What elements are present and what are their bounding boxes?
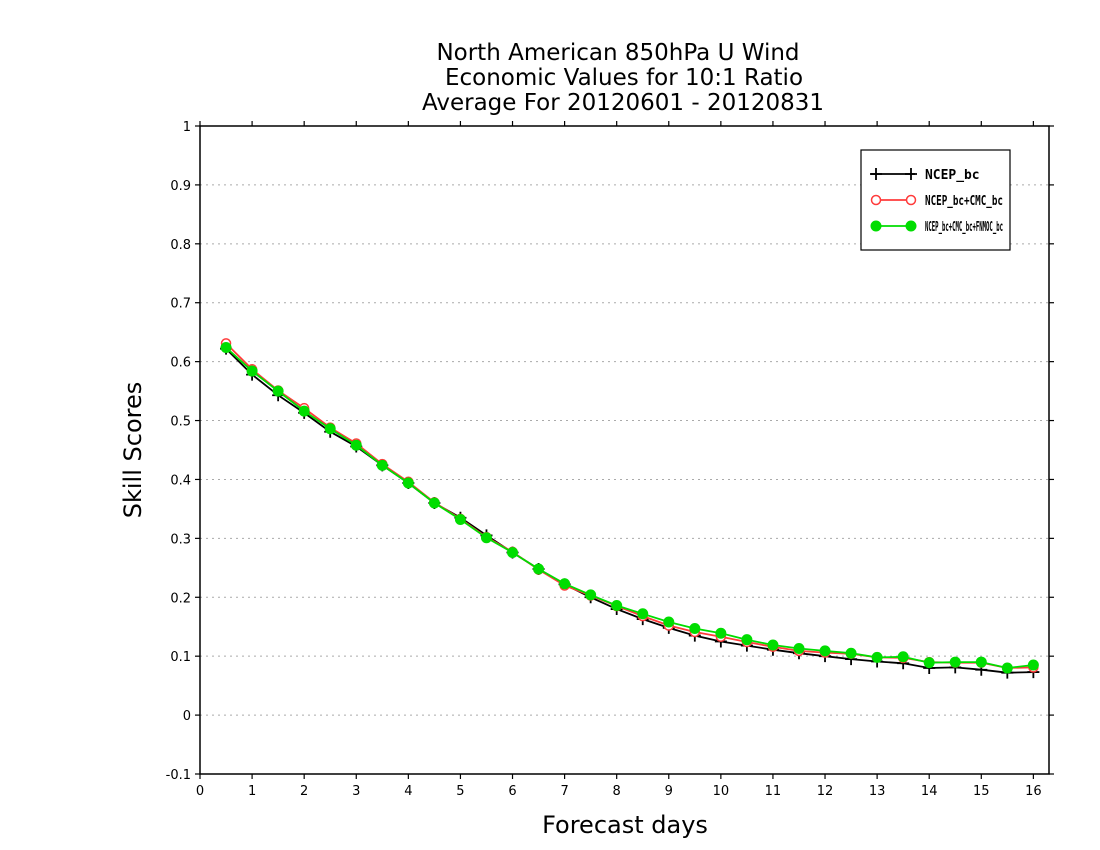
x-tick-label: 13 [869, 784, 886, 799]
data-point [819, 645, 831, 657]
data-point [611, 600, 623, 612]
data-point [767, 639, 779, 651]
y-tick-label: 0.6 [170, 356, 191, 371]
legend-marker [870, 168, 882, 180]
data-point [350, 439, 362, 451]
series-0 [220, 342, 1040, 679]
x-tick-label: 2 [300, 784, 308, 799]
x-tick-label: 16 [1025, 784, 1042, 799]
data-point [871, 651, 883, 663]
legend-item-0: NCEP_bc [870, 168, 980, 183]
data-point [923, 657, 935, 669]
legend-label: NCEP_bc+CMC_bc [925, 194, 1003, 209]
x-tick-label: 10 [713, 784, 730, 799]
chart-title: North American 850hPa U Wind Economic Va… [422, 40, 824, 116]
y-tick-label: 0.5 [170, 415, 191, 430]
data-point [663, 616, 675, 628]
data-point [793, 643, 805, 655]
data-point [715, 627, 727, 639]
y-tick-label: 0.1 [170, 650, 191, 665]
data-point [1027, 659, 1039, 671]
legend-marker [905, 168, 917, 180]
data-point [559, 578, 571, 590]
x-tick-label: 1 [248, 784, 256, 799]
legend-marker [870, 220, 882, 232]
chart-title-line-3: Average For 20120601 - 20120831 [422, 90, 824, 116]
x-tick-label: 12 [817, 784, 834, 799]
y-tick-label: 0.8 [170, 238, 191, 253]
x-tick-label: 3 [352, 784, 360, 799]
series-line [225, 348, 1034, 674]
y-tick-label: 0.7 [170, 297, 191, 312]
data-point [897, 651, 909, 663]
y-tick-label: 0.2 [170, 591, 191, 606]
series-line [225, 342, 1034, 669]
data-point [402, 477, 414, 489]
data-point [454, 514, 466, 526]
x-tick-label: 7 [560, 784, 568, 799]
y-tick-label: 0.9 [170, 179, 191, 194]
data-point [480, 532, 492, 544]
x-tick-label: 11 [765, 784, 782, 799]
chart-title-line-1: North American 850hPa U Wind [436, 40, 799, 66]
data-point [246, 365, 258, 377]
data-point [949, 656, 961, 668]
plot-frame [199, 125, 1050, 775]
legend-marker [870, 194, 882, 206]
data-point [324, 423, 336, 435]
legend-marker [905, 194, 917, 206]
y-tick-label: 0.4 [170, 473, 191, 488]
x-axis-label: Forecast days [542, 811, 708, 839]
x-tick-label: 0 [196, 784, 204, 799]
data-point [689, 622, 701, 634]
series-group [220, 338, 1040, 679]
y-tick-label: 1 [183, 120, 191, 135]
data-point [376, 459, 388, 471]
y-tick-label: -0.1 [166, 768, 191, 783]
data-point [298, 405, 310, 417]
series-line [225, 346, 1034, 669]
grid-lines [200, 184, 1049, 716]
legend-label: NCEP_bc [925, 168, 980, 183]
chart-title-line-2: Economic Values for 10:1 Ratio [445, 65, 803, 91]
x-tick-label: 4 [404, 784, 412, 799]
data-point [533, 563, 545, 575]
data-point [507, 547, 519, 559]
series-2 [220, 341, 1039, 674]
axis-ticks: -0.100.10.20.30.40.50.60.70.80.910 1 2 3 4 5 6… [166, 120, 1054, 799]
y-tick-label: 0 [183, 709, 191, 724]
x-tick-label: 8 [613, 784, 621, 799]
data-point [741, 634, 753, 646]
legend-items: NCEP_bc NCEP_bc+CMC_bc NCEP_bc+CMC_bc+FNMO… [870, 168, 1003, 235]
data-point [428, 497, 440, 509]
legend-label: NCEP_bc+CMC_bc+FNMOC_bc [925, 220, 1003, 235]
x-tick-label: 15 [973, 784, 990, 799]
data-point [272, 385, 284, 397]
series-1 [220, 338, 1039, 674]
data-point [975, 656, 987, 668]
data-point [1001, 662, 1013, 674]
legend-item-1: NCEP_bc+CMC_bc [870, 194, 1003, 209]
data-point [585, 589, 597, 601]
x-tick-label: 6 [508, 784, 516, 799]
data-point [637, 608, 649, 620]
x-tick-label: 5 [456, 784, 464, 799]
legend-item-2: NCEP_bc+CMC_bc+FNMOC_bc [870, 220, 1003, 235]
x-tick-label: 9 [665, 784, 673, 799]
y-axis-label: Skill Scores [119, 382, 147, 519]
legend-marker [905, 220, 917, 232]
data-point [220, 341, 232, 353]
data-point [845, 647, 857, 659]
legend: NCEP_bc NCEP_bc+CMC_bc NCEP_bc+CMC_bc+FNMO… [860, 149, 1011, 251]
y-tick-label: 0.3 [170, 532, 191, 547]
x-tick-label: 14 [921, 784, 938, 799]
